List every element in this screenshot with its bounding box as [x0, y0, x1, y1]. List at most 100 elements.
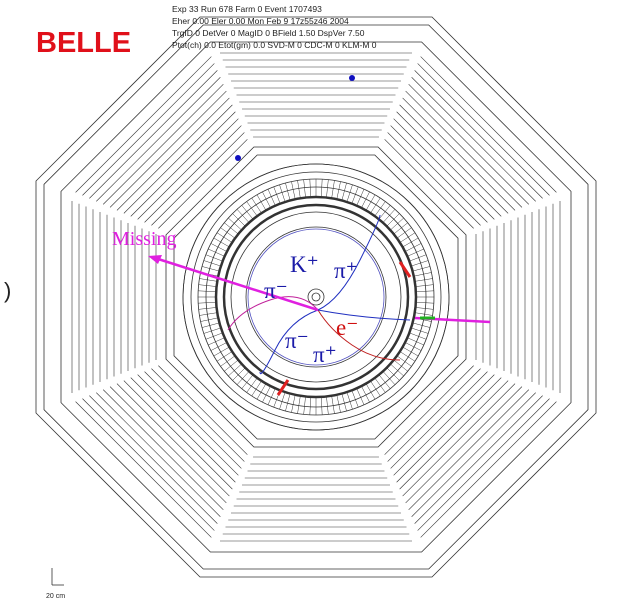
detector-part: [208, 248, 225, 257]
detector-part: [210, 342, 228, 351]
particle-label: π⁺: [334, 258, 358, 283]
detector-part: [411, 260, 429, 267]
detector-part: [109, 386, 227, 504]
detector-part: [199, 278, 218, 282]
detector-part: [279, 184, 286, 202]
detector-part: [365, 194, 376, 211]
detector-part: [404, 342, 422, 351]
detector-part: [75, 401, 212, 538]
detector-part: [384, 139, 474, 229]
detector-part: [137, 118, 239, 220]
detector-part: [414, 278, 433, 282]
detector-part: [82, 63, 215, 196]
detector-part: [384, 365, 474, 455]
detector-part: [144, 125, 242, 223]
tracks: [148, 75, 491, 396]
detector-part: [402, 383, 516, 497]
detector-part: [387, 368, 481, 462]
particle-label: e⁻: [336, 315, 358, 340]
detector-part: [200, 317, 219, 322]
detector-part: [307, 288, 325, 306]
detector-part: [102, 389, 224, 511]
detector-part: [413, 272, 432, 277]
detector-part: [116, 383, 230, 497]
detector-part: [236, 371, 250, 385]
detector-part: [311, 292, 321, 302]
detector-part: [386, 367, 400, 381]
detector-part: [402, 97, 516, 211]
detector-part: [273, 186, 281, 204]
detector-part: [96, 77, 221, 202]
detector-part: [365, 383, 376, 400]
detector-part: [386, 213, 400, 227]
detector-part: [361, 385, 370, 403]
detector-part: [399, 351, 416, 362]
detector-part: [414, 312, 433, 316]
detector: [35, 16, 597, 578]
detector-part: [279, 392, 286, 410]
detector-part: [415, 284, 434, 287]
detector-part: [224, 359, 239, 372]
detector-part: [378, 374, 391, 389]
detector-part: [205, 254, 223, 262]
detector-part: [378, 205, 391, 220]
detector-part: [210, 243, 228, 252]
detector-part: [102, 83, 224, 205]
detector-part: [331, 180, 335, 199]
detector-part: [60, 41, 572, 553]
detector-part: [43, 24, 589, 570]
logo: BELLE: [36, 27, 131, 59]
detector-part: [393, 359, 408, 372]
detector-part: [396, 111, 502, 217]
detector-part: [407, 337, 424, 346]
detector-part: [303, 396, 306, 415]
detector-part: [408, 389, 530, 511]
detector-part: [96, 392, 221, 517]
scale-axes: [51, 568, 64, 586]
detector-part: [35, 16, 597, 578]
detector-part: [417, 398, 550, 531]
detector-part: [123, 380, 233, 490]
detector-part: [198, 284, 217, 287]
detector-part: [198, 301, 217, 304]
detector-part: [291, 181, 296, 200]
detector-part: [411, 392, 536, 517]
detector-part: [393, 374, 495, 476]
detector-part: [405, 90, 523, 208]
detector-part: [411, 327, 429, 334]
detector-part: [89, 70, 218, 199]
detector-part: [151, 368, 245, 462]
detector-part: [351, 186, 359, 204]
detector-part: [399, 104, 509, 214]
detector-part: [285, 182, 291, 201]
detector-part: [232, 367, 246, 381]
detector-part: [303, 179, 306, 198]
detector-part: [417, 63, 550, 196]
detector-part: [130, 377, 236, 483]
detector-part: [396, 377, 502, 483]
header-line: Eher 0.00 Eler 0.00 Mon Feb 9 17z55z46 2…: [172, 16, 349, 26]
detector-part: [390, 217, 404, 231]
detector-part: [346, 392, 353, 410]
detector-part: [144, 371, 242, 469]
detector-part: [213, 237, 230, 248]
detector-part: [331, 395, 335, 414]
particle-label: π⁻: [285, 328, 309, 353]
detector-part: [341, 393, 347, 412]
detector-part: [216, 351, 233, 362]
detector-part: [382, 371, 396, 385]
detector-part: [173, 154, 459, 440]
detector-part: [412, 322, 431, 328]
detector-part: [309, 396, 312, 415]
detector-part: [390, 371, 488, 469]
detector-part: [228, 217, 242, 231]
detector-part: [220, 355, 236, 367]
detector-part: [361, 191, 370, 209]
detector-part: [320, 179, 323, 198]
detector-part: [158, 139, 248, 229]
detector-part: [137, 374, 239, 476]
detector-part: [412, 266, 431, 272]
detector-part: [267, 388, 276, 405]
detector-part: [165, 146, 467, 448]
